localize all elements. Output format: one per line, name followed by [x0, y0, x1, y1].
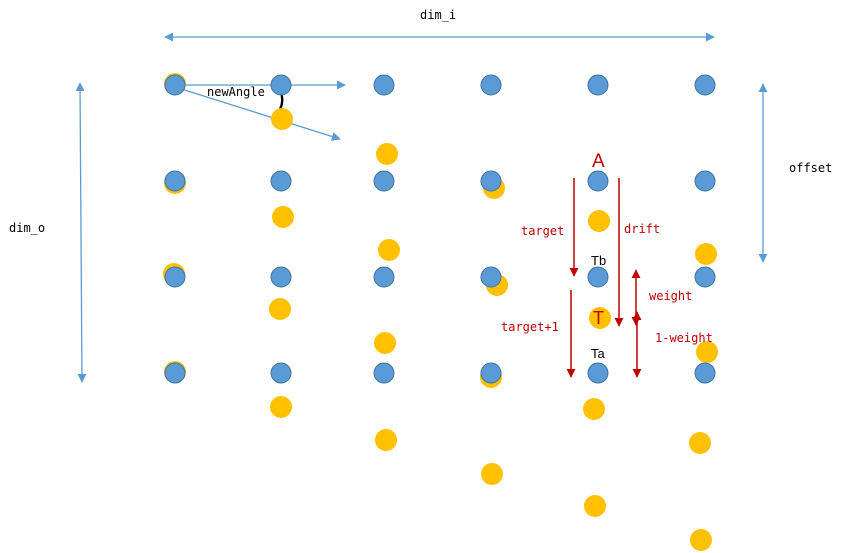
target-plus-1-label: target+1 [501, 320, 559, 334]
target-label: target [521, 224, 564, 238]
one-minus-weight-label: 1-weight [655, 331, 713, 345]
grid-dot-r1-c5 [587, 74, 609, 96]
dim-o-arrow [75, 82, 87, 383]
shifted-dot-20 [584, 495, 606, 517]
grid-dot-r1-c1 [164, 74, 186, 96]
dim-i-label: dim_i [420, 8, 456, 22]
drift-label: drift [624, 222, 660, 236]
point-t-label: T [593, 308, 604, 328]
grid-dot-r2-c3 [373, 170, 395, 192]
shifted-dot-9 [376, 143, 398, 165]
grid-dot-r4-c4 [480, 362, 502, 384]
shifted-dot-6 [272, 206, 294, 228]
shifted-dot-17 [588, 210, 610, 232]
grid-dot-r4-c6 [694, 362, 716, 384]
grid-dot-r2-c4 [480, 170, 502, 192]
grid-dot-r4-c3 [373, 362, 395, 384]
tb-label: Tb [591, 253, 606, 268]
shifted-dot-23 [689, 432, 711, 454]
point-a-label: A [592, 151, 605, 172]
grid-dot-r2-c6 [694, 170, 716, 192]
shifted-dot-24 [690, 529, 712, 551]
new-angle-label: newAngle [207, 85, 265, 99]
shifted-dot-10 [378, 239, 400, 261]
shifted-dot-8 [270, 396, 292, 418]
shifted-dot-21 [695, 243, 717, 265]
shifted-dot-11 [374, 332, 396, 354]
ta-label: Ta [591, 346, 606, 361]
shifted-dot-22 [696, 341, 718, 363]
weight-label: weight [649, 289, 692, 303]
shifted-dot-12 [375, 429, 397, 451]
grid-dot-r1-c6 [694, 74, 716, 96]
grid-dot-r3-c6 [694, 266, 716, 288]
grid-dot-r4-c5 [587, 362, 609, 384]
grid-dot-r3-c2 [270, 266, 292, 288]
shifted-dot-5 [271, 108, 293, 130]
grid-dot-r1-c4 [480, 74, 502, 96]
grid-dot-r3-c3 [373, 266, 395, 288]
grid-dot-r2-c1 [164, 170, 186, 192]
grid-dot-r4-c2 [270, 362, 292, 384]
shifted-dot-18 [589, 307, 611, 329]
dim-o-label: dim_o [9, 221, 45, 235]
diagonal-angle-arrow [174, 86, 341, 141]
grid-dot-r3-c1 [164, 266, 186, 288]
grid-dot-r1-c2 [270, 74, 292, 96]
grid-dot-r2-c2 [270, 170, 292, 192]
blue-dots [164, 74, 716, 384]
grid-dot-r4-c1 [164, 362, 186, 384]
grid-dot-r2-c5 [587, 170, 609, 192]
shifted-dot-16 [481, 463, 503, 485]
grid-dot-r1-c3 [373, 74, 395, 96]
grid-dot-r3-c4 [480, 266, 502, 288]
shifted-dot-19 [583, 398, 605, 420]
shifted-dot-7 [269, 298, 291, 320]
orange-dots [163, 73, 718, 551]
grid-dot-r3-c5 [587, 266, 609, 288]
offset-label: offset [789, 161, 832, 175]
